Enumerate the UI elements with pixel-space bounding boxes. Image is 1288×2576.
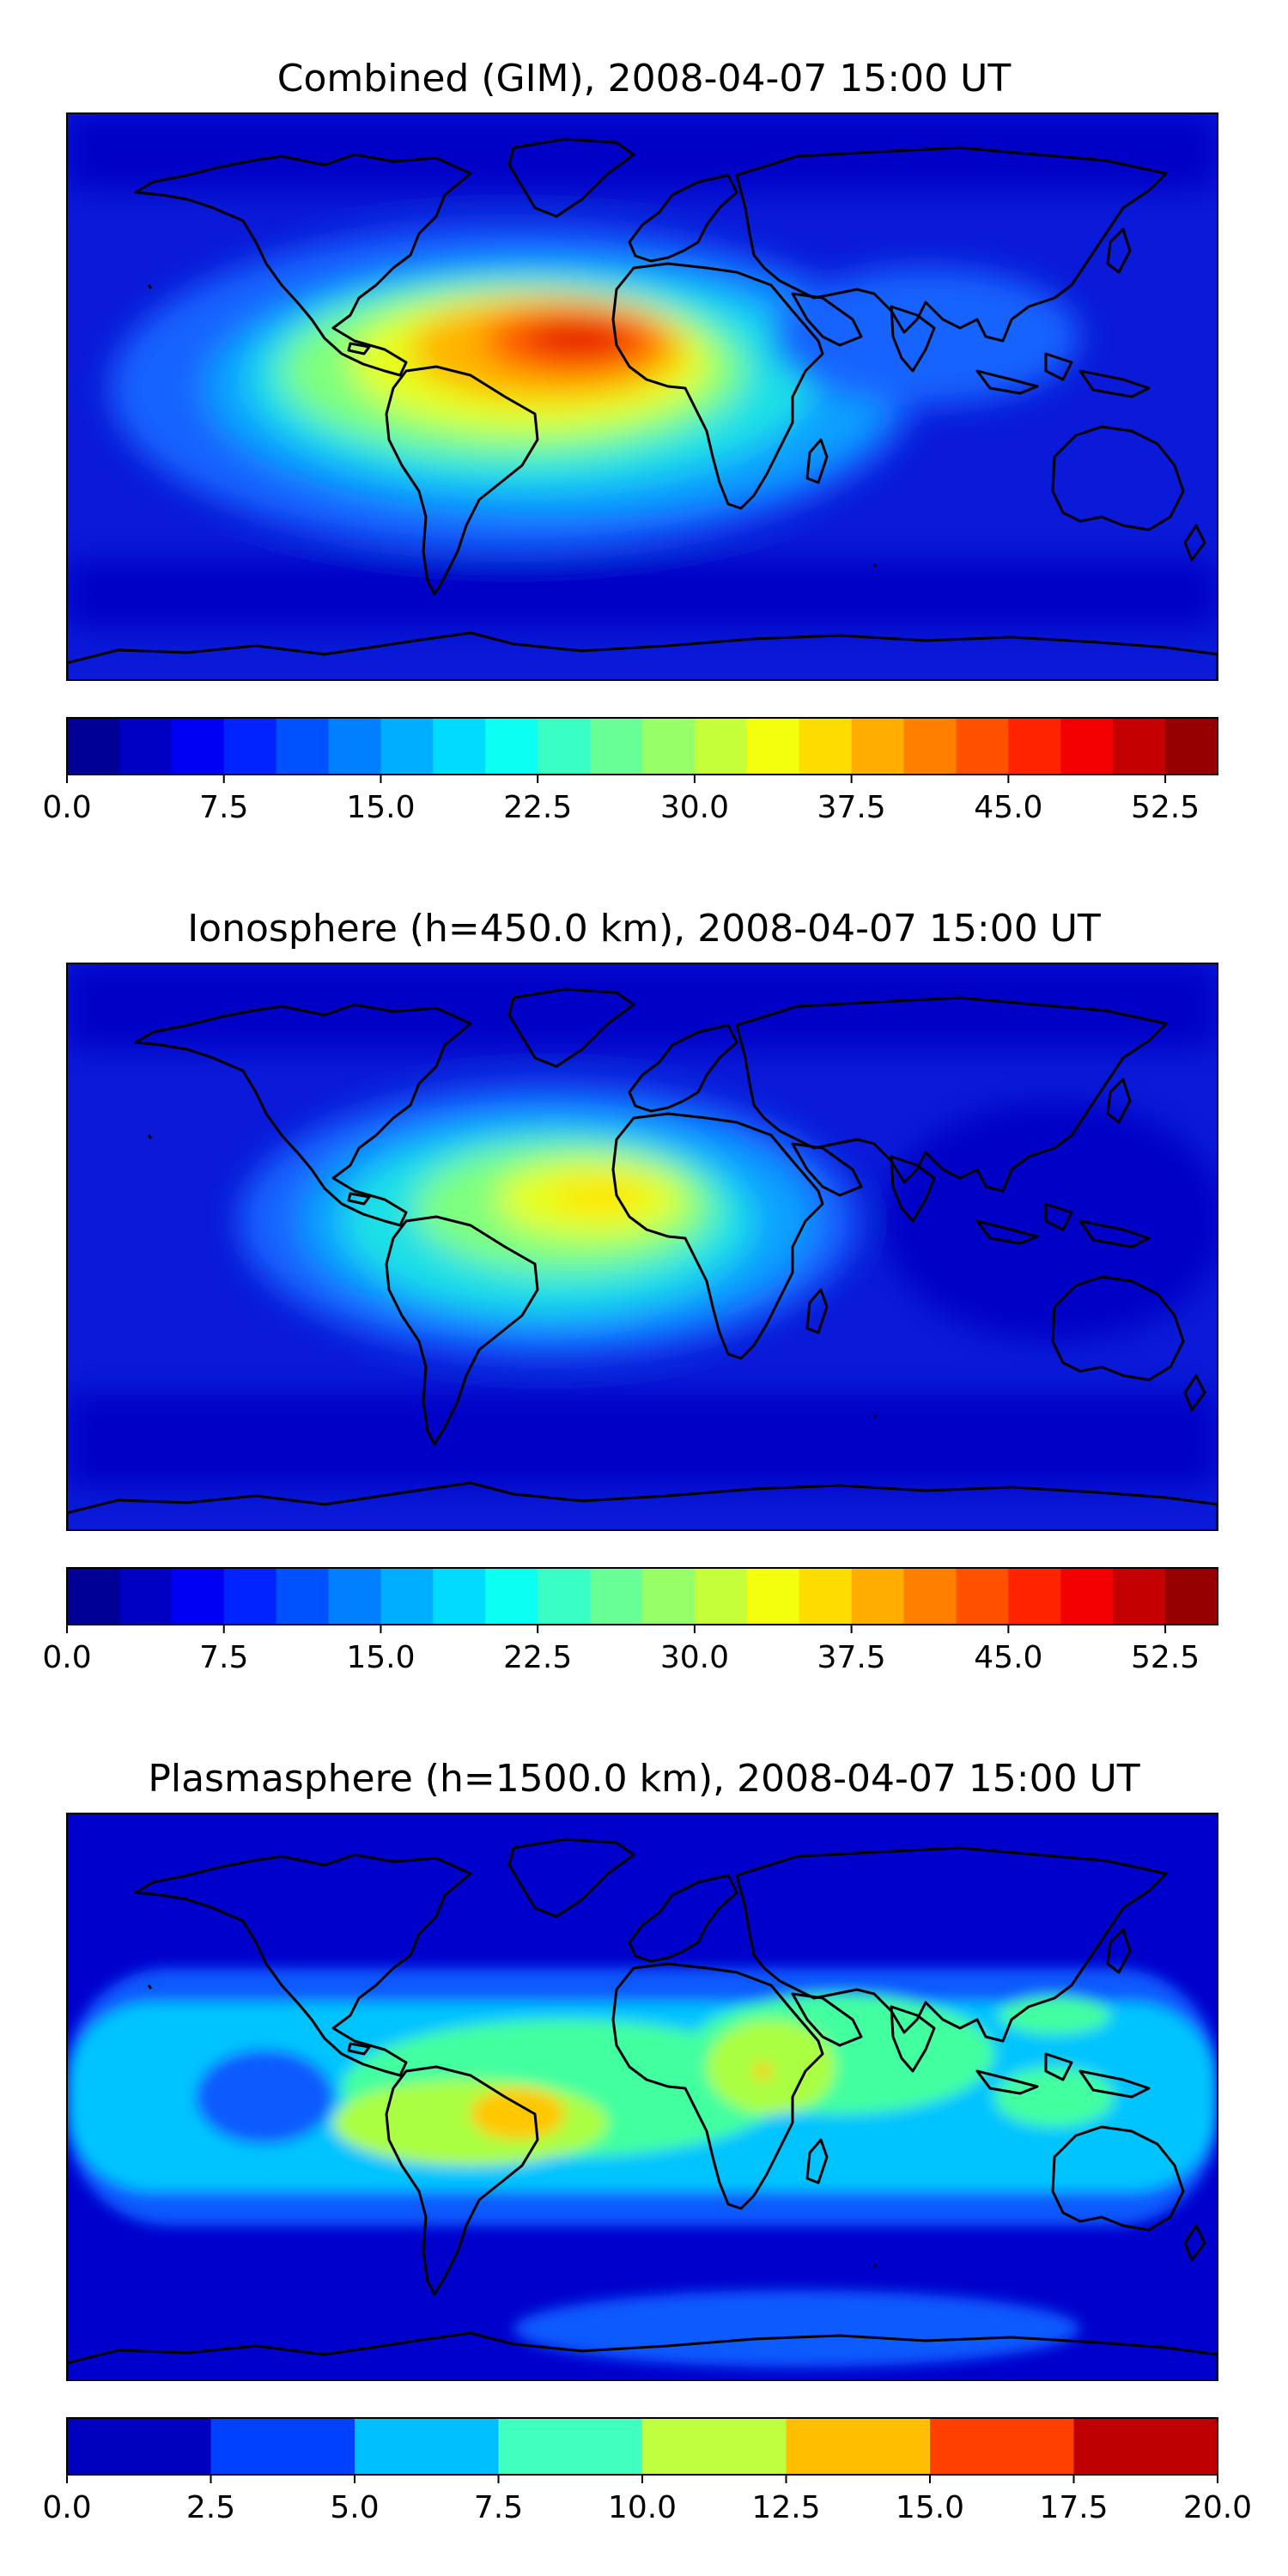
colorbar-segment <box>1008 718 1061 775</box>
colorbar-tick-label: 45.0 <box>974 1640 1042 1675</box>
colorbar-segment <box>694 1568 748 1625</box>
colorbar-tick-label: 7.5 <box>199 1640 248 1675</box>
colorbar-segment <box>930 2418 1074 2475</box>
colorbar-segment <box>118 718 173 775</box>
colorbar-tick-label: 17.5 <box>1039 2490 1108 2525</box>
map-combined <box>67 113 1218 680</box>
map-frame-ionosphere <box>66 963 1218 1531</box>
colorbar-segment <box>538 1568 591 1625</box>
colorbar-segment <box>1165 718 1218 775</box>
colorbar-segment <box>223 718 277 775</box>
colorbar-tick-label: 37.5 <box>817 790 886 825</box>
colorbar-segment <box>355 2418 499 2475</box>
colorbar-segment <box>67 2418 211 2475</box>
colorbar-segment <box>328 718 381 775</box>
colorbar-tick-label: 15.0 <box>896 2490 964 2525</box>
colorbar-segment <box>590 1568 643 1625</box>
colorbar-segment <box>1165 1568 1218 1625</box>
colorbar-segment <box>1113 718 1166 775</box>
colorbar-tick-label: 10.0 <box>608 2490 677 2525</box>
colorbar-segment <box>799 1568 853 1625</box>
colorbar-segment <box>746 1568 800 1625</box>
colorbar-tick-label: 22.5 <box>503 790 572 825</box>
colorbar-combined: 0.0 7.5 15.0 22.5 30.0 37.5 45.0 52.5 <box>42 717 1218 825</box>
colorbar-tick-label: 2.5 <box>186 2490 235 2525</box>
colorbar-segment <box>210 2418 355 2475</box>
colorbar-segment <box>328 1568 381 1625</box>
colorbar-tick-label: 52.5 <box>1131 1640 1200 1675</box>
panel-title-ionosphere: Ionosphere (h=450.0 km), 2008-04-07 15:0… <box>187 907 1101 951</box>
colorbar-tick-label: 0.0 <box>42 790 91 825</box>
colorbar-segment <box>485 718 538 775</box>
colorbar-tick-label: 5.0 <box>330 2490 379 2525</box>
colorbar-tick-label: 37.5 <box>817 1640 886 1675</box>
colorbar-tick-label: 0.0 <box>42 1640 91 1675</box>
colorbar-segment <box>903 718 957 775</box>
colorbar-segment <box>223 1568 277 1625</box>
colorbar-segment <box>171 718 225 775</box>
colorbar-segment <box>433 1568 486 1625</box>
colorbar-tick-label: 7.5 <box>474 2490 523 2525</box>
colorbar-segment <box>1008 1568 1061 1625</box>
colorbar-segment <box>276 718 330 775</box>
colorbar-tick-label: 15.0 <box>346 790 415 825</box>
colorbar-segment <box>851 718 905 775</box>
colorbar-segment <box>851 1568 905 1625</box>
colorbar-segment <box>694 718 748 775</box>
map-frame-combined <box>66 112 1218 681</box>
colorbar-segment <box>171 1568 225 1625</box>
colorbar-tick-label: 45.0 <box>974 790 1042 825</box>
colorbar-segment <box>380 718 434 775</box>
colorbar-frame <box>66 717 1218 775</box>
colorbar-segment <box>746 718 800 775</box>
colorbar-segment <box>1113 1568 1166 1625</box>
colorbar-segment <box>799 718 853 775</box>
colorbar-segment <box>786 2418 931 2475</box>
colorbar-segment <box>956 1568 1009 1625</box>
colorbar-segment <box>642 1568 696 1625</box>
colorbar-segment <box>956 718 1009 775</box>
colorbar-segment <box>433 718 486 775</box>
colorbar-segment <box>1060 718 1114 775</box>
colorbar-segment <box>485 1568 538 1625</box>
map-frame-plasmasphere <box>66 1813 1218 2381</box>
colorbar-segment <box>498 2418 643 2475</box>
map-ionosphere <box>67 963 1218 1530</box>
colorbar-segment <box>642 2418 787 2475</box>
colorbar-segment <box>903 1568 957 1625</box>
colorbar-segment <box>590 718 643 775</box>
colorbar-segment <box>380 1568 434 1625</box>
colorbar-ionosphere: 0.0 7.5 15.0 22.5 30.0 37.5 45.0 52.5 <box>42 1567 1218 1675</box>
colorbar-tick-label: 30.0 <box>660 1640 729 1675</box>
colorbar-segment <box>642 718 696 775</box>
colorbar-tick-label: 12.5 <box>751 2490 820 2525</box>
colorbar-segment <box>1060 1568 1114 1625</box>
colorbar-tick-label: 7.5 <box>199 790 248 825</box>
colorbar-segment <box>118 1568 173 1625</box>
colorbar-tick-label: 30.0 <box>660 790 729 825</box>
colorbar-tick-label: 52.5 <box>1131 790 1200 825</box>
colorbar-tick-label: 20.0 <box>1183 2490 1252 2525</box>
colorbar-tick-label: 0.0 <box>42 2490 91 2525</box>
panel-title-plasmasphere: Plasmasphere (h=1500.0 km), 2008-04-07 1… <box>148 1757 1140 1801</box>
colorbar-segment <box>276 1568 330 1625</box>
colorbar-segment <box>67 718 120 775</box>
panel-title-combined: Combined (GIM), 2008-04-07 15:00 UT <box>276 57 1012 100</box>
colorbar-segment <box>1073 2418 1218 2475</box>
colorbar-frame <box>66 1567 1218 1625</box>
colorbar-tick-label: 22.5 <box>503 1640 572 1675</box>
colorbar-tick-label: 15.0 <box>346 1640 415 1675</box>
map-plasmasphere <box>67 1814 1218 2380</box>
colorbar-segment <box>67 1568 120 1625</box>
colorbar-segment <box>538 718 591 775</box>
colorbar-plasmasphere: 0.0 2.5 5.0 7.5 10.0 12.5 15.0 17.5 20.0 <box>42 2417 1252 2525</box>
